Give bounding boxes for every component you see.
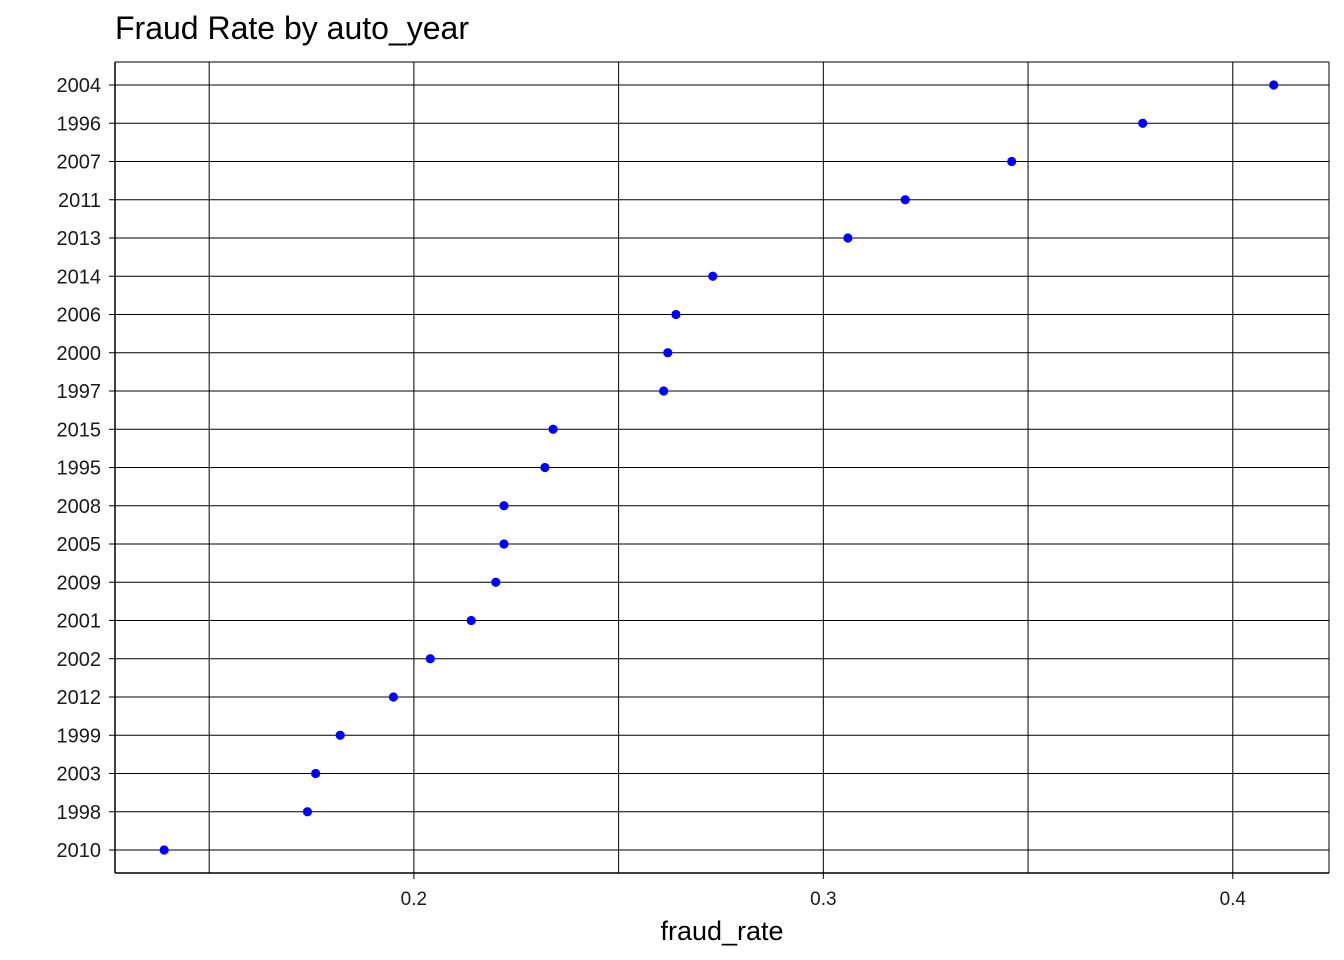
data-point <box>466 615 476 626</box>
data-point <box>1138 118 1148 128</box>
data-point <box>1007 156 1017 167</box>
data-point <box>159 845 169 855</box>
y-tick-label: 2011 <box>58 190 101 212</box>
x-axis-label: fraud_rate <box>660 916 783 946</box>
data-point <box>671 309 681 320</box>
x-tick-label: 0.2 <box>401 889 427 910</box>
y-tick-label: 2001 <box>57 611 102 633</box>
data-point <box>548 424 558 434</box>
y-tick-label: 2005 <box>57 534 102 556</box>
data-point <box>499 539 509 549</box>
y-tick-label: 2007 <box>57 152 102 174</box>
y-tick-label: 2002 <box>57 649 102 671</box>
data-point <box>1269 80 1279 90</box>
y-tick-label: 1998 <box>57 802 102 824</box>
data-point <box>540 462 550 473</box>
data-point <box>659 386 669 396</box>
y-tick-label: 2010 <box>57 840 102 862</box>
y-tick-label: 2012 <box>57 687 102 709</box>
y-tick-label: 1999 <box>57 725 102 747</box>
data-point <box>311 768 321 779</box>
y-tick-label: 2008 <box>57 496 102 518</box>
data-point <box>302 807 313 817</box>
y-tick-label: 2000 <box>57 343 102 365</box>
data-point <box>491 577 501 587</box>
y-tick-label: 2015 <box>57 419 102 441</box>
y-tick-label: 1995 <box>57 458 102 480</box>
data-point <box>425 654 435 664</box>
data-point <box>708 271 718 281</box>
y-tick-label: 2013 <box>57 228 102 250</box>
data-point <box>499 501 509 511</box>
data-point <box>900 195 910 205</box>
y-tick-label: 1997 <box>57 381 102 403</box>
x-tick-label: 0.4 <box>1220 889 1247 910</box>
y-tick-label: 2014 <box>57 266 102 288</box>
data-point <box>388 692 399 702</box>
chart-title: Fraud Rate by auto_year <box>115 10 469 46</box>
y-tick-label: 2009 <box>57 572 102 594</box>
y-tick-label: 1996 <box>57 113 102 135</box>
data-point <box>663 348 673 358</box>
x-tick-label: 0.3 <box>810 889 836 910</box>
y-tick-label: 2006 <box>57 305 102 327</box>
data-point <box>843 233 853 243</box>
y-tick-label: 2004 <box>57 75 102 97</box>
data-point <box>335 730 345 740</box>
y-tick-label: 2003 <box>57 764 102 786</box>
